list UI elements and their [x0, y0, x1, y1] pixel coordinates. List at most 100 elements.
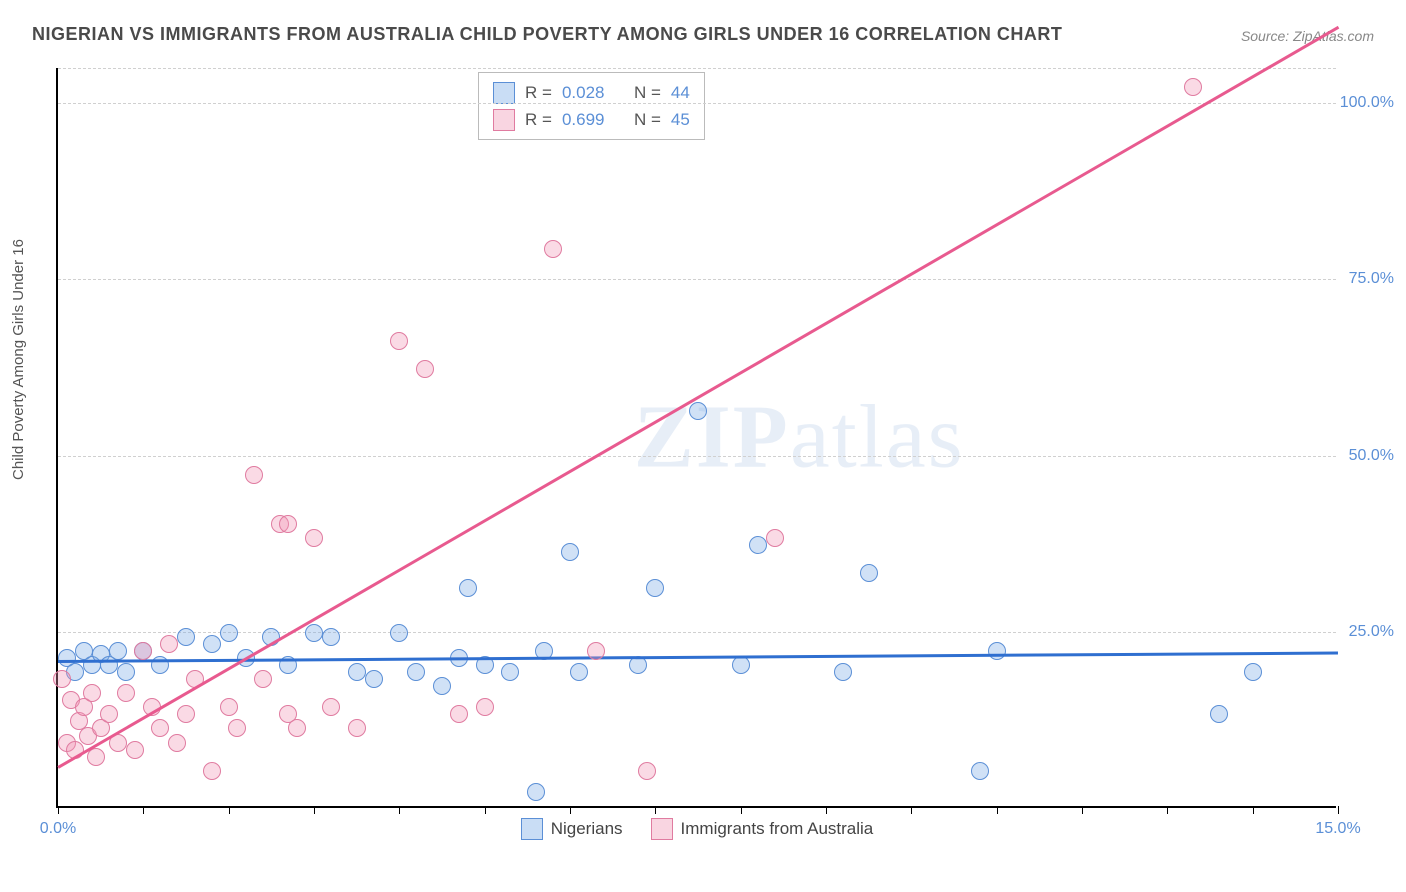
stats-row-pink: R = 0.699 N = 45: [493, 106, 690, 133]
y-axis-label: Child Poverty Among Girls Under 16: [10, 239, 27, 480]
data-point: [87, 748, 105, 766]
data-point: [860, 564, 878, 582]
data-point: [117, 663, 135, 681]
x-tick-label: 15.0%: [1315, 820, 1360, 838]
data-point: [177, 705, 195, 723]
data-point: [83, 684, 101, 702]
data-point: [288, 719, 306, 737]
x-tick-minor: [314, 808, 315, 814]
data-point: [501, 663, 519, 681]
data-point: [365, 670, 383, 688]
data-point: [134, 642, 152, 660]
data-point: [228, 719, 246, 737]
x-tick: [58, 806, 59, 814]
watermark: ZIPatlas: [634, 386, 965, 489]
data-point: [100, 705, 118, 723]
n-value-pink: 45: [671, 106, 690, 133]
data-point: [1210, 705, 1228, 723]
y-tick-label: 25.0%: [1349, 623, 1394, 641]
r-value-pink: 0.699: [562, 106, 605, 133]
legend-label-blue: Nigerians: [551, 819, 623, 839]
data-point: [168, 734, 186, 752]
x-tick-minor: [229, 808, 230, 814]
watermark-rest: atlas: [790, 388, 965, 487]
data-point: [245, 466, 263, 484]
r-label: R =: [525, 79, 552, 106]
data-point: [220, 624, 238, 642]
swatch-blue-icon: [493, 82, 515, 104]
data-point: [322, 698, 340, 716]
x-tick-minor: [1082, 808, 1083, 814]
y-tick-label: 50.0%: [1349, 447, 1394, 465]
data-point: [117, 684, 135, 702]
y-tick-label: 100.0%: [1340, 94, 1394, 112]
data-point: [587, 642, 605, 660]
data-point: [476, 698, 494, 716]
x-tick-minor: [1167, 808, 1168, 814]
n-label: N =: [634, 79, 661, 106]
source-attribution: Source: ZipAtlas.com: [1241, 28, 1374, 44]
n-label-2: N =: [634, 106, 661, 133]
x-tick-minor: [997, 808, 998, 814]
data-point: [433, 677, 451, 695]
data-point: [459, 579, 477, 597]
data-point: [305, 529, 323, 547]
data-point: [322, 628, 340, 646]
grid-line: [58, 632, 1336, 633]
grid-line: [58, 103, 1336, 104]
legend-swatch-blue-icon: [521, 818, 543, 840]
data-point: [971, 762, 989, 780]
x-tick-minor: [143, 808, 144, 814]
data-point: [561, 543, 579, 561]
data-point: [732, 656, 750, 674]
data-point: [220, 698, 238, 716]
data-point: [646, 579, 664, 597]
chart-title: NIGERIAN VS IMMIGRANTS FROM AUSTRALIA CH…: [32, 24, 1062, 45]
data-point: [629, 656, 647, 674]
stats-box: R = 0.028 N = 44 R = 0.699 N = 45: [478, 72, 705, 140]
data-point: [53, 670, 71, 688]
x-tick: [1338, 806, 1339, 814]
data-point: [544, 240, 562, 258]
x-tick-minor: [655, 808, 656, 814]
x-tick-minor: [399, 808, 400, 814]
data-point: [160, 635, 178, 653]
plot-area: ZIPatlas R = 0.028 N = 44 R = 0.699 N = …: [56, 68, 1336, 808]
n-value-blue: 44: [671, 79, 690, 106]
data-point: [749, 536, 767, 554]
data-point: [416, 360, 434, 378]
r-value-blue: 0.028: [562, 79, 605, 106]
data-point: [527, 783, 545, 801]
data-point: [390, 624, 408, 642]
data-point: [390, 332, 408, 350]
x-tick-label: 0.0%: [40, 820, 76, 838]
y-tick-label: 75.0%: [1349, 270, 1394, 288]
grid-line: [58, 68, 1336, 69]
x-tick: [485, 806, 486, 814]
data-point: [407, 663, 425, 681]
data-point: [988, 642, 1006, 660]
data-point: [151, 719, 169, 737]
watermark-bold: ZIP: [634, 388, 790, 487]
x-tick-minor: [570, 808, 571, 814]
data-point: [1184, 78, 1202, 96]
x-tick: [911, 806, 912, 814]
data-point: [689, 402, 707, 420]
data-point: [279, 515, 297, 533]
data-point: [834, 663, 852, 681]
legend-label-pink: Immigrants from Australia: [681, 819, 874, 839]
legend-item-blue: Nigerians: [521, 818, 623, 840]
legend-swatch-pink-icon: [651, 818, 673, 840]
data-point: [348, 663, 366, 681]
data-point: [348, 719, 366, 737]
data-point: [570, 663, 588, 681]
data-point: [109, 642, 127, 660]
data-point: [254, 670, 272, 688]
data-point: [203, 762, 221, 780]
data-point: [177, 628, 195, 646]
data-point: [203, 635, 221, 653]
grid-line: [58, 279, 1336, 280]
x-tick-minor: [1253, 808, 1254, 814]
data-point: [305, 624, 323, 642]
data-point: [126, 741, 144, 759]
